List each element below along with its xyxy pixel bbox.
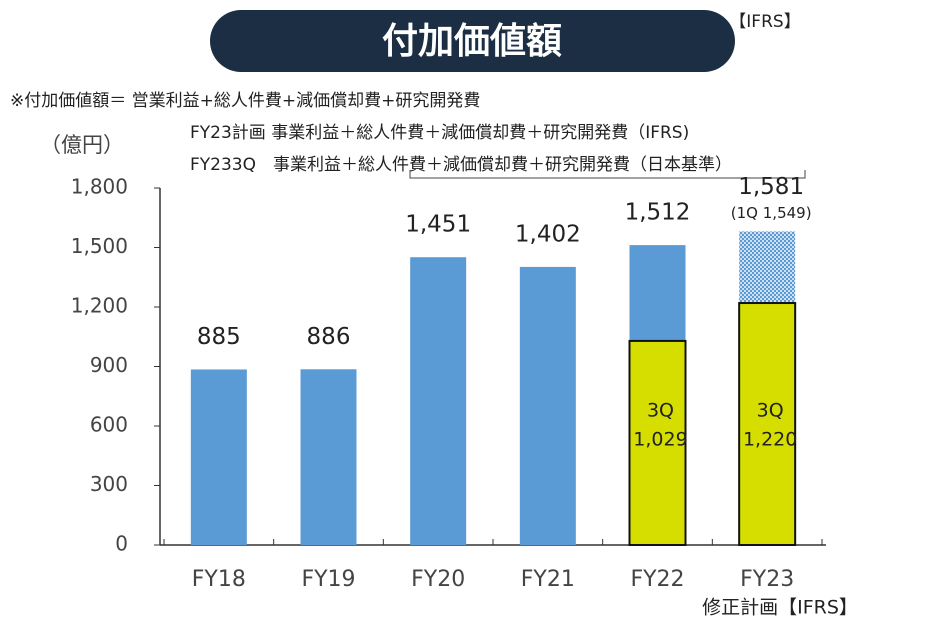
note: ※付加価値額＝ 営業利益+総人件費+減価償却費+研究開発費: [10, 91, 480, 111]
overlay-label: 1,220: [743, 429, 797, 451]
bar: [410, 257, 467, 545]
y-tick-label: 1,500: [71, 234, 128, 258]
x-tick-label: FY21: [521, 567, 575, 592]
bar: [300, 369, 357, 545]
note: FY233Q 事業利益＋総人件費＋減価償却費＋研究開発費（日本基準）: [190, 155, 732, 175]
annotation: (1Q 1,549): [731, 204, 812, 222]
footnote: 修正計画【IFRS】: [702, 597, 858, 617]
value-label: 1,451: [405, 212, 471, 238]
value-label: 1,581: [738, 174, 804, 200]
value-label: 1,402: [515, 221, 581, 247]
unit-label: （億円）: [40, 133, 124, 157]
y-tick-label: 600: [90, 413, 128, 437]
note: FY23計画 事業利益＋総人件費＋減価償却費＋研究開発費（IFRS): [190, 123, 689, 143]
value-label: 885: [197, 324, 241, 350]
x-tick-label: FY19: [301, 567, 355, 592]
overlay-label: 1,029: [633, 429, 687, 451]
overlay-bar: [628, 339, 687, 547]
y-tick-label: 0: [115, 532, 128, 556]
y-tick-label: 1,800: [71, 175, 128, 199]
overlay-bar: [738, 302, 797, 546]
bar: [519, 266, 576, 545]
value-label: 886: [307, 324, 351, 350]
value-label: 1,512: [625, 200, 691, 226]
y-tick-label: 1,200: [71, 294, 128, 318]
y-tick-label: 900: [90, 353, 128, 377]
x-tick-label: FY22: [630, 567, 684, 592]
overlay-name: 3Q: [757, 400, 784, 422]
x-tick-label: FY20: [411, 567, 465, 592]
bracket: [409, 170, 806, 179]
x-tick-label: FY23: [740, 567, 794, 592]
y-tick-label: 300: [90, 472, 128, 496]
title-pill: [210, 10, 735, 72]
bar: [190, 369, 247, 545]
x-tick-label: FY18: [192, 567, 246, 592]
overlay-name: 3Q: [647, 400, 674, 422]
corner-label: 【IFRS】: [729, 12, 800, 32]
chart-title: 付加価値額: [382, 21, 562, 62]
